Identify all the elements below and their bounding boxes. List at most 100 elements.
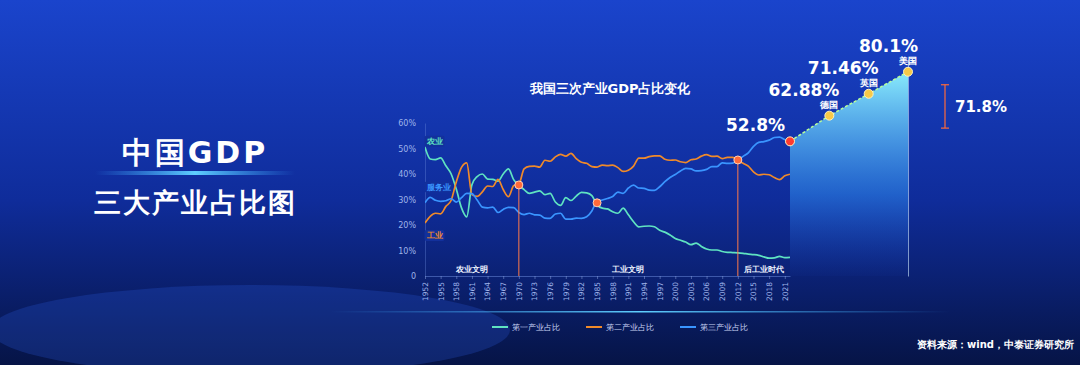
- era-label: 农业文明: [455, 265, 488, 274]
- x-tick-mark: [644, 276, 645, 279]
- highlight-dot: [734, 156, 742, 164]
- x-tick: 2021: [781, 276, 790, 301]
- x-tick-label: 1964: [483, 282, 492, 301]
- legend-swatch: [586, 326, 602, 328]
- x-tick-mark: [691, 276, 692, 279]
- x-tick-label: 2003: [687, 282, 696, 301]
- plot-area: [425, 137, 790, 258]
- series-line: [425, 137, 790, 219]
- legend-item: 第一产业占比: [492, 323, 560, 332]
- x-tick: 1979: [562, 276, 571, 301]
- x-tick: 2018: [765, 276, 774, 301]
- y-tick: 50%: [398, 145, 425, 154]
- x-tick-mark: [754, 276, 755, 279]
- bracket-cap: [941, 128, 949, 129]
- x-tick-mark: [628, 276, 629, 279]
- x-tick-label: 2009: [718, 282, 727, 301]
- series-annotation: 工业: [425, 230, 445, 241]
- x-tick-mark: [785, 276, 786, 279]
- x-tick: 2006: [702, 276, 711, 301]
- series-annotation: 农业: [425, 136, 445, 147]
- legend-swatch: [680, 326, 696, 328]
- chart-title: 我国三次产业GDP占比变化: [529, 81, 692, 96]
- x-tick-mark: [722, 276, 723, 279]
- x-tick-mark: [769, 276, 770, 279]
- x-tick-mark: [550, 276, 551, 279]
- x-tick: 1973: [530, 276, 539, 301]
- x-tick-label: 2006: [702, 282, 711, 301]
- bracket-label: 71.8%: [955, 98, 1007, 116]
- x-tick: 1976: [546, 276, 555, 301]
- x-tick-label: 2018: [765, 282, 774, 301]
- x-tick: 1961: [468, 276, 477, 301]
- x-tick-label: 1970: [515, 282, 524, 301]
- x-tick-label: 1952: [421, 282, 430, 301]
- x-tick-label: 1985: [593, 282, 602, 301]
- x-tick: 1997: [656, 276, 665, 301]
- x-tick-label: 1994: [640, 282, 649, 301]
- series-line: [425, 153, 790, 223]
- x-tick-mark: [707, 276, 708, 279]
- x-tick-mark: [535, 276, 536, 279]
- comparison-value-label: 80.1%: [859, 36, 918, 56]
- x-tick-mark: [441, 276, 442, 279]
- x-tick-mark: [472, 276, 473, 279]
- legend-swatch: [492, 326, 508, 328]
- y-tick-label: 60%: [398, 119, 416, 128]
- floor-glow: [0, 285, 510, 365]
- x-tick-label: 1955: [437, 282, 446, 301]
- x-tick: 2003: [687, 276, 696, 301]
- annotation-label: 服务业: [426, 183, 451, 192]
- y-tick-label: 0: [411, 272, 416, 281]
- x-tick: 1970: [515, 276, 524, 301]
- x-tick-mark: [597, 276, 598, 279]
- comparison-country-label: 德国: [819, 100, 838, 110]
- base-glow-line: [330, 311, 950, 313]
- y-tick-label: 40%: [398, 170, 416, 179]
- comparison-country-label: 美国: [898, 56, 917, 66]
- comparison-marker: [864, 89, 873, 98]
- comparison-country-label: 英国: [859, 78, 878, 88]
- era-label: 工业文明: [611, 265, 644, 274]
- comparison-axis-line: [908, 60, 909, 277]
- x-tick: 2009: [718, 276, 727, 301]
- x-tick: 1991: [624, 276, 633, 301]
- x-tick-mark: [456, 276, 457, 279]
- annotation-label: 工业: [426, 231, 443, 240]
- x-tick: 1985: [593, 276, 602, 301]
- x-tick-label: 1967: [499, 282, 508, 301]
- x-tick-label: 1976: [546, 282, 555, 301]
- y-tick: 0: [411, 272, 425, 281]
- bracket-line: [944, 85, 945, 128]
- x-axis-line: [426, 276, 791, 277]
- comparison-value-label: 71.46%: [808, 58, 879, 78]
- x-tick-label: 2021: [781, 282, 790, 301]
- legend-label: 第二产业占比: [606, 323, 654, 332]
- x-tick-mark: [581, 276, 582, 279]
- x-tick-label: 2015: [749, 282, 758, 301]
- x-tick-mark: [660, 276, 661, 279]
- x-tick: 1982: [577, 276, 586, 301]
- legend-label: 第一产业占比: [512, 323, 560, 332]
- y-tick: 30%: [398, 196, 425, 205]
- legend: 第一产业占比 第二产业占比 第三产业占比: [492, 323, 748, 332]
- highlight-dot: [515, 181, 523, 189]
- bracket-cap: [941, 84, 949, 85]
- x-tick: 1958: [452, 276, 461, 301]
- y-tick: 60%: [398, 119, 425, 128]
- x-tick-mark: [566, 276, 567, 279]
- source-note: 资料来源：wind，中泰证券研究所: [917, 339, 1074, 350]
- annotation-patch: [425, 136, 445, 147]
- x-tick: 2015: [749, 276, 758, 301]
- x-tick-label: 1958: [452, 282, 461, 301]
- x-tick: 1988: [609, 276, 618, 301]
- x-tick-label: 2000: [671, 282, 680, 301]
- era-divider: [737, 160, 738, 276]
- y-axis: 010%20%30%40%50%60%: [398, 119, 425, 281]
- x-tick-mark: [488, 276, 489, 279]
- legend-item: 第三产业占比: [680, 323, 748, 332]
- y-tick-label: 20%: [398, 221, 416, 230]
- comparison-value-label: 62.88%: [769, 80, 840, 100]
- annotation-patch: [425, 230, 445, 241]
- series-annotation: 服务业: [425, 182, 453, 193]
